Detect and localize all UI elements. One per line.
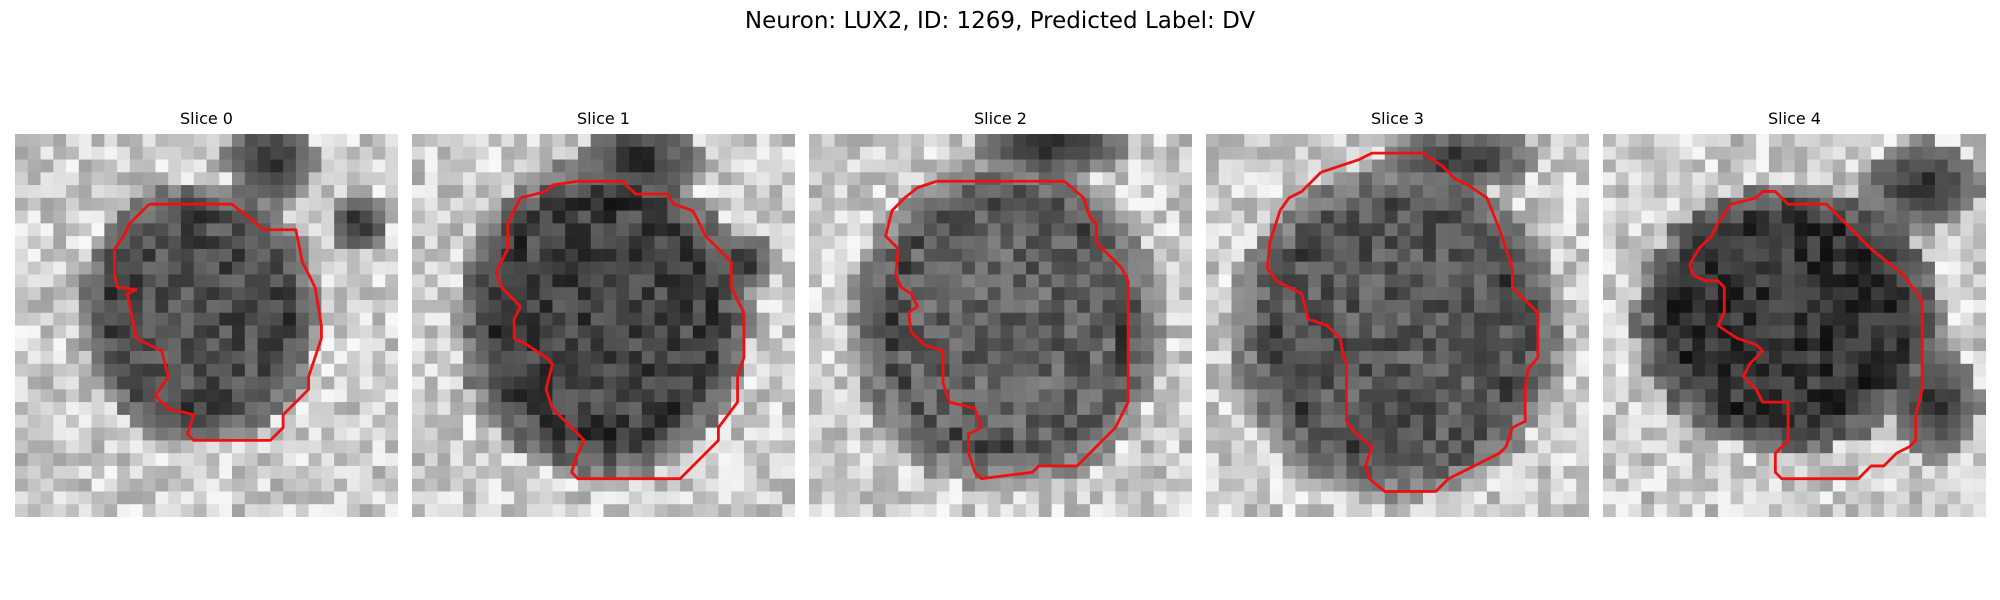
segmentation-contour [884, 179, 1130, 481]
slice-image-2 [809, 134, 1192, 517]
slice-panel-0: Slice 0 [15, 108, 398, 517]
slice-image-1 [412, 134, 795, 517]
pixel-grid [1206, 134, 1589, 517]
pixel-grid [412, 134, 795, 517]
segmentation-contour [1265, 151, 1540, 493]
pixel-grid [809, 134, 1192, 517]
slice-title: Slice 3 [1371, 109, 1424, 128]
slice-panel-2: Slice 2 [809, 108, 1192, 517]
slice-title: Slice 1 [577, 109, 630, 128]
slice-title: Slice 0 [180, 109, 233, 128]
slice-title: Slice 2 [974, 109, 1027, 128]
slice-image-3 [1206, 134, 1589, 517]
segmentation-contour [1688, 190, 1924, 481]
slice-panel-3: Slice 3 [1206, 108, 1589, 517]
slice-title: Slice 4 [1768, 109, 1821, 128]
segmentation-contour [494, 179, 746, 481]
slice-image-4 [1603, 134, 1986, 517]
figure-title: Neuron: LUX2, ID: 1269, Predicted Label:… [744, 8, 1256, 34]
pixel-grid [1603, 134, 1986, 517]
pixel-grid [15, 134, 398, 517]
slice-panel-4: Slice 4 [1603, 108, 1986, 517]
slice-image-0 [15, 134, 398, 517]
segmentation-contour [113, 202, 323, 442]
slice-panel-1: Slice 1 [412, 108, 795, 517]
